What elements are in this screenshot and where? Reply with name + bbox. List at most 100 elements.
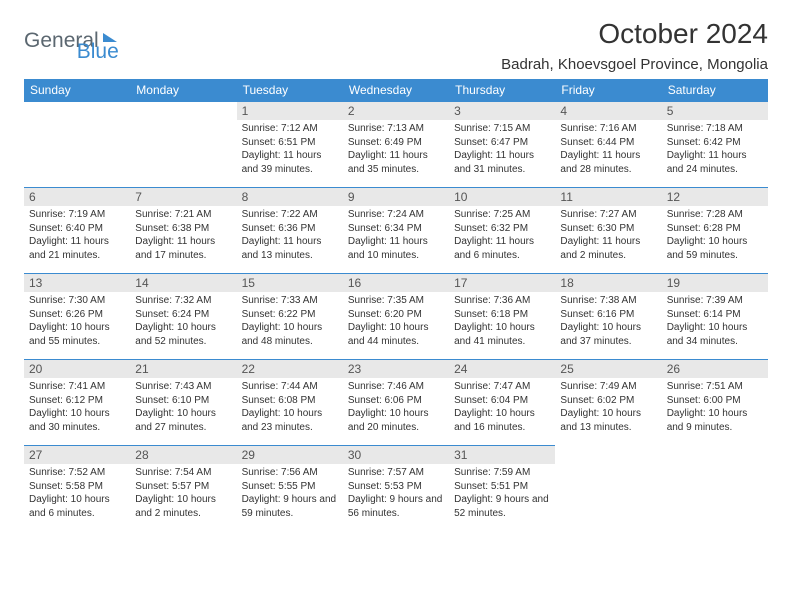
calendar-week: 13Sunrise: 7:30 AMSunset: 6:26 PMDayligh… [24,274,768,360]
day-number: 2 [343,102,449,120]
calendar-table: SundayMondayTuesdayWednesdayThursdayFrid… [24,79,768,532]
calendar-cell [662,446,768,532]
day-body: Sunrise: 7:46 AMSunset: 6:06 PMDaylight:… [343,378,449,436]
day-number: 16 [343,274,449,292]
day-body: Sunrise: 7:54 AMSunset: 5:57 PMDaylight:… [130,464,236,522]
logo-text-blue: Blue [77,40,119,64]
day-number: 18 [555,274,661,292]
logo: General Blue [24,18,119,64]
calendar-cell: 14Sunrise: 7:32 AMSunset: 6:24 PMDayligh… [130,274,236,360]
day-number: 21 [130,360,236,378]
calendar-cell: 20Sunrise: 7:41 AMSunset: 6:12 PMDayligh… [24,360,130,446]
day-body: Sunrise: 7:39 AMSunset: 6:14 PMDaylight:… [662,292,768,350]
day-body: Sunrise: 7:27 AMSunset: 6:30 PMDaylight:… [555,206,661,264]
day-number: 25 [555,360,661,378]
day-body: Sunrise: 7:36 AMSunset: 6:18 PMDaylight:… [449,292,555,350]
day-body: Sunrise: 7:52 AMSunset: 5:58 PMDaylight:… [24,464,130,522]
day-body: Sunrise: 7:19 AMSunset: 6:40 PMDaylight:… [24,206,130,264]
day-number: 17 [449,274,555,292]
calendar-cell: 23Sunrise: 7:46 AMSunset: 6:06 PMDayligh… [343,360,449,446]
day-body: Sunrise: 7:44 AMSunset: 6:08 PMDaylight:… [237,378,343,436]
day-header: Tuesday [237,79,343,102]
calendar-week: 1Sunrise: 7:12 AMSunset: 6:51 PMDaylight… [24,102,768,188]
day-number: 30 [343,446,449,464]
calendar-week: 20Sunrise: 7:41 AMSunset: 6:12 PMDayligh… [24,360,768,446]
calendar-cell: 12Sunrise: 7:28 AMSunset: 6:28 PMDayligh… [662,188,768,274]
calendar-cell: 3Sunrise: 7:15 AMSunset: 6:47 PMDaylight… [449,102,555,188]
day-number: 22 [237,360,343,378]
day-body: Sunrise: 7:38 AMSunset: 6:16 PMDaylight:… [555,292,661,350]
calendar-cell: 24Sunrise: 7:47 AMSunset: 6:04 PMDayligh… [449,360,555,446]
day-body: Sunrise: 7:51 AMSunset: 6:00 PMDaylight:… [662,378,768,436]
day-number: 28 [130,446,236,464]
day-number: 7 [130,188,236,206]
day-header: Friday [555,79,661,102]
calendar-cell: 16Sunrise: 7:35 AMSunset: 6:20 PMDayligh… [343,274,449,360]
calendar-cell: 26Sunrise: 7:51 AMSunset: 6:00 PMDayligh… [662,360,768,446]
calendar-cell: 5Sunrise: 7:18 AMSunset: 6:42 PMDaylight… [662,102,768,188]
calendar-cell: 18Sunrise: 7:38 AMSunset: 6:16 PMDayligh… [555,274,661,360]
calendar-cell: 17Sunrise: 7:36 AMSunset: 6:18 PMDayligh… [449,274,555,360]
day-number: 12 [662,188,768,206]
day-number: 4 [555,102,661,120]
day-body: Sunrise: 7:30 AMSunset: 6:26 PMDaylight:… [24,292,130,350]
day-body: Sunrise: 7:16 AMSunset: 6:44 PMDaylight:… [555,120,661,178]
calendar-cell: 29Sunrise: 7:56 AMSunset: 5:55 PMDayligh… [237,446,343,532]
day-number: 13 [24,274,130,292]
day-body: Sunrise: 7:21 AMSunset: 6:38 PMDaylight:… [130,206,236,264]
calendar-cell: 2Sunrise: 7:13 AMSunset: 6:49 PMDaylight… [343,102,449,188]
day-body: Sunrise: 7:32 AMSunset: 6:24 PMDaylight:… [130,292,236,350]
calendar-cell: 31Sunrise: 7:59 AMSunset: 5:51 PMDayligh… [449,446,555,532]
calendar-cell [24,102,130,188]
calendar-cell: 28Sunrise: 7:54 AMSunset: 5:57 PMDayligh… [130,446,236,532]
title-block: October 2024 Badrah, Khoevsgoel Province… [501,18,768,73]
calendar-cell: 6Sunrise: 7:19 AMSunset: 6:40 PMDaylight… [24,188,130,274]
day-body: Sunrise: 7:41 AMSunset: 6:12 PMDaylight:… [24,378,130,436]
calendar-cell: 11Sunrise: 7:27 AMSunset: 6:30 PMDayligh… [555,188,661,274]
calendar-cell: 13Sunrise: 7:30 AMSunset: 6:26 PMDayligh… [24,274,130,360]
day-body: Sunrise: 7:59 AMSunset: 5:51 PMDaylight:… [449,464,555,522]
day-number: 14 [130,274,236,292]
header: General Blue October 2024 Badrah, Khoevs… [24,18,768,73]
day-number: 1 [237,102,343,120]
day-number: 24 [449,360,555,378]
day-number: 19 [662,274,768,292]
day-number: 15 [237,274,343,292]
day-number: 3 [449,102,555,120]
calendar-cell: 19Sunrise: 7:39 AMSunset: 6:14 PMDayligh… [662,274,768,360]
day-header: Sunday [24,79,130,102]
day-header: Wednesday [343,79,449,102]
day-number: 31 [449,446,555,464]
day-number: 23 [343,360,449,378]
day-number: 27 [24,446,130,464]
day-body: Sunrise: 7:25 AMSunset: 6:32 PMDaylight:… [449,206,555,264]
day-number: 5 [662,102,768,120]
day-header: Saturday [662,79,768,102]
calendar-cell: 10Sunrise: 7:25 AMSunset: 6:32 PMDayligh… [449,188,555,274]
day-body: Sunrise: 7:33 AMSunset: 6:22 PMDaylight:… [237,292,343,350]
day-number: 29 [237,446,343,464]
calendar-cell: 9Sunrise: 7:24 AMSunset: 6:34 PMDaylight… [343,188,449,274]
calendar-cell: 27Sunrise: 7:52 AMSunset: 5:58 PMDayligh… [24,446,130,532]
day-body: Sunrise: 7:43 AMSunset: 6:10 PMDaylight:… [130,378,236,436]
day-header: Monday [130,79,236,102]
calendar-week: 6Sunrise: 7:19 AMSunset: 6:40 PMDaylight… [24,188,768,274]
day-number: 26 [662,360,768,378]
month-title: October 2024 [501,18,768,50]
day-body: Sunrise: 7:18 AMSunset: 6:42 PMDaylight:… [662,120,768,178]
day-number: 20 [24,360,130,378]
location: Badrah, Khoevsgoel Province, Mongolia [501,56,768,73]
calendar-cell: 4Sunrise: 7:16 AMSunset: 6:44 PMDaylight… [555,102,661,188]
day-body: Sunrise: 7:28 AMSunset: 6:28 PMDaylight:… [662,206,768,264]
day-number: 10 [449,188,555,206]
day-body: Sunrise: 7:24 AMSunset: 6:34 PMDaylight:… [343,206,449,264]
calendar-cell [555,446,661,532]
calendar-week: 27Sunrise: 7:52 AMSunset: 5:58 PMDayligh… [24,446,768,532]
day-number: 9 [343,188,449,206]
logo-triangle-icon [103,33,117,42]
day-body: Sunrise: 7:13 AMSunset: 6:49 PMDaylight:… [343,120,449,178]
day-body: Sunrise: 7:15 AMSunset: 6:47 PMDaylight:… [449,120,555,178]
day-header: Thursday [449,79,555,102]
day-body: Sunrise: 7:22 AMSunset: 6:36 PMDaylight:… [237,206,343,264]
day-body: Sunrise: 7:49 AMSunset: 6:02 PMDaylight:… [555,378,661,436]
